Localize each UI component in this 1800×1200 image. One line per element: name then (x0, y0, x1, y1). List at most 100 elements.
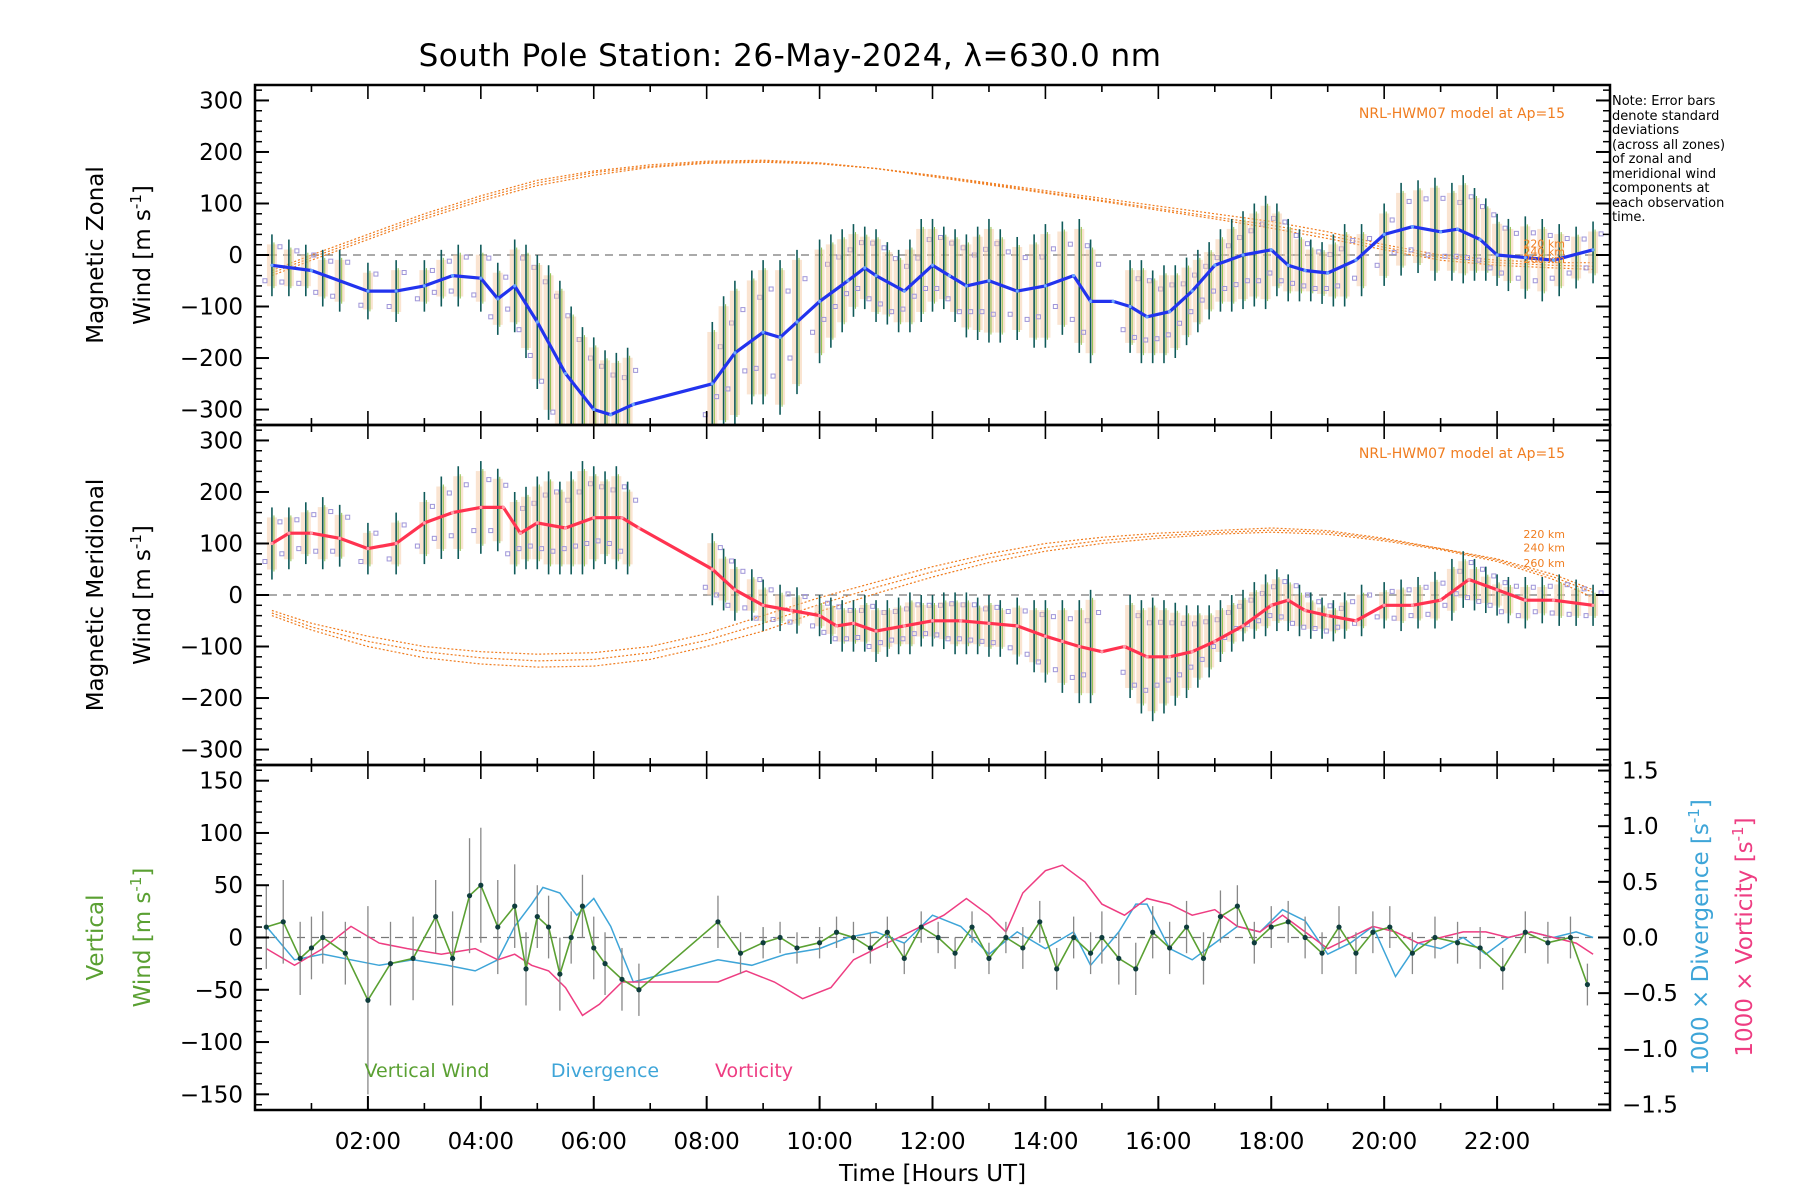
zone-marker (539, 546, 545, 552)
zone-marker (1530, 584, 1536, 590)
zone-marker (1278, 614, 1284, 620)
vertical-wind-point (1217, 913, 1224, 920)
zone-marker (606, 540, 612, 546)
zone-marker (1007, 311, 1013, 317)
y-tick-label: 0 (228, 583, 243, 609)
wind-point (930, 619, 935, 623)
zone-marker (313, 548, 319, 554)
zone-marker (1316, 599, 1322, 605)
wind-point (1190, 650, 1194, 654)
wind-point (1088, 299, 1093, 303)
y-tick-label: 200 (199, 480, 243, 506)
wind-point (1122, 644, 1127, 649)
axis-label-end: ] (130, 868, 156, 877)
vertical-wind-point (410, 955, 416, 962)
wind-point (338, 536, 342, 540)
zone-marker (1406, 587, 1412, 593)
zone-marker (934, 632, 940, 638)
zone-marker (573, 441, 577, 445)
zone-marker (1282, 219, 1288, 225)
vertical-wind-point (568, 934, 574, 941)
vertical-wind-point (1268, 924, 1274, 930)
zone-marker (1423, 584, 1429, 590)
y-tick-label: 300 (199, 428, 243, 454)
zone-marker (785, 288, 791, 294)
zone-marker (911, 293, 917, 299)
zone-marker (1480, 204, 1485, 210)
vertical-wind-point (1037, 919, 1043, 925)
zone-marker (1289, 620, 1295, 626)
wind-point (1213, 639, 1217, 643)
vertical-wind-point (1200, 955, 1207, 962)
axis-label-sup: -1 (127, 194, 145, 209)
wind-point (1241, 253, 1245, 257)
zone-marker (527, 352, 533, 358)
axis-label-sup: -1 (1729, 826, 1747, 841)
wind-point (789, 608, 793, 613)
x-tick-label: 02:00 (335, 1129, 401, 1155)
zone-marker (1035, 659, 1041, 665)
x-tick-label: 16:00 (1125, 1129, 1191, 1155)
x-tick-label: 18:00 (1238, 1129, 1304, 1155)
zone-marker (1312, 285, 1318, 291)
vertical-wind-point (523, 966, 529, 972)
x-tick-label: 10:00 (786, 1129, 852, 1155)
zone-marker (463, 254, 469, 260)
y-tick-label: −200 (180, 346, 243, 372)
zone-marker (994, 604, 1000, 610)
y-tick-label: −300 (180, 398, 243, 424)
wind-point (1439, 230, 1443, 234)
divergence-axis-label: 1000 × Divergence [s-1] (1685, 799, 1714, 1075)
vorticity-axis-label: 1000 × Vorticity [s-1] (1729, 817, 1758, 1056)
zone-marker (1532, 278, 1538, 284)
wind-point (479, 505, 483, 510)
note-line: meridional wind (1612, 166, 1717, 182)
zone-marker (1442, 602, 1448, 608)
wind-point (479, 276, 483, 280)
zone-marker (311, 252, 317, 258)
zone-marker (1581, 586, 1587, 592)
zone-marker (1050, 246, 1056, 252)
vertical-wind-point (1003, 934, 1009, 941)
zone-marker (757, 577, 763, 583)
wind-point (1495, 253, 1499, 257)
zone-marker (1120, 669, 1126, 675)
y-tick-label: −100 (180, 1030, 243, 1056)
zone-marker (1367, 236, 1373, 242)
zone-marker (1547, 232, 1553, 238)
zone-marker (1491, 212, 1497, 218)
wind-point (1354, 619, 1358, 623)
zone-marker (1267, 613, 1273, 619)
altitude-label: 220 km (1523, 528, 1565, 541)
zone-marker (503, 274, 509, 280)
wind-point (1439, 598, 1443, 602)
altitude-label: 240 km (1523, 245, 1565, 258)
note-line: components at (1612, 181, 1710, 196)
model-label: NRL-HWM07 model at Ap=15 (1359, 446, 1565, 462)
wind-point (496, 297, 500, 301)
zone-marker (923, 631, 928, 637)
wind-point (1551, 598, 1556, 602)
zone-marker (742, 605, 748, 611)
zone-marker (539, 378, 545, 384)
zone-marker (810, 329, 816, 335)
note-line: (across all zones) (1612, 137, 1726, 153)
zone-marker (1350, 599, 1356, 605)
zone-marker (1022, 608, 1028, 614)
wind-point (1168, 655, 1172, 659)
wind-point (964, 284, 968, 288)
wind-point (394, 289, 398, 293)
zone-marker (621, 484, 627, 490)
wind-point (631, 402, 635, 406)
vertical-wind-point (342, 950, 348, 956)
error-bar-note: Note: Error bars denote standard deviati… (1612, 94, 1787, 226)
zone-marker (1408, 247, 1414, 253)
zone-marker (725, 602, 731, 608)
zone-marker (821, 316, 827, 322)
vertical-wind-point (1336, 924, 1342, 930)
zone-marker (1581, 236, 1587, 242)
zone-marker (1442, 253, 1448, 259)
vertical-wind-point (1251, 940, 1257, 946)
zone-marker (1335, 624, 1341, 630)
wind-point (834, 624, 839, 628)
